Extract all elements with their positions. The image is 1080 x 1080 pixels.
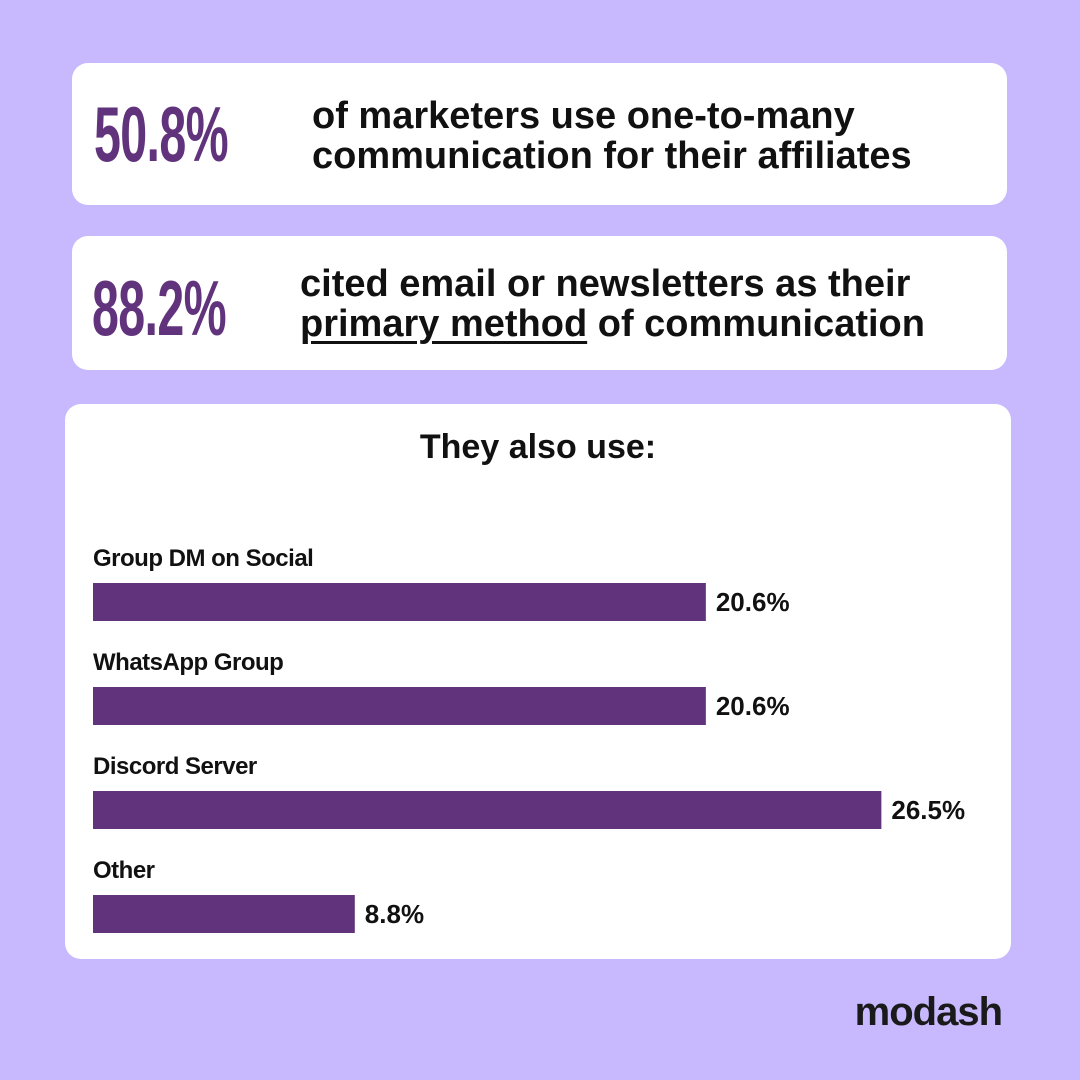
stat-description: of marketers use one-to-many communicati… bbox=[312, 96, 912, 176]
stat-line-2: primary method of communication bbox=[300, 304, 925, 344]
stat-card-marketers: 50.8% of marketers use one-to-many commu… bbox=[72, 63, 1007, 205]
bar bbox=[93, 583, 706, 621]
value-label: 26.5% bbox=[891, 795, 965, 825]
category-label: Other bbox=[93, 857, 155, 884]
category-label: WhatsApp Group bbox=[93, 649, 283, 676]
stat-line-1: cited email or newsletters as their bbox=[300, 263, 911, 305]
stat-number: 50.8% bbox=[94, 90, 229, 178]
bar bbox=[93, 791, 882, 829]
stat-description: cited email or newsletters as their prim… bbox=[300, 264, 925, 344]
category-label: Group DM on Social bbox=[93, 545, 313, 572]
value-label: 20.6% bbox=[716, 691, 790, 721]
value-label: 20.6% bbox=[716, 587, 790, 617]
brand-logo: modash bbox=[854, 990, 1003, 1034]
stat-line-2: communication for their affiliates bbox=[312, 135, 912, 177]
chart-card: They also use: Group DM on Social 20.6% Wh… bbox=[65, 404, 1011, 959]
value-label: 8.8% bbox=[365, 899, 424, 929]
chart-title: They also use: bbox=[419, 428, 657, 466]
bar bbox=[93, 687, 706, 725]
stat-line-2-rest: of communication bbox=[587, 303, 925, 345]
bar bbox=[93, 895, 355, 933]
stat-number: 88.2% bbox=[92, 264, 227, 352]
stat-emphasis: primary method bbox=[300, 303, 588, 345]
stat-card-email: 88.2% cited email or newsletters as thei… bbox=[72, 236, 1007, 370]
category-label: Discord Server bbox=[93, 753, 257, 780]
bar-chart: Group DM on Social 20.6% WhatsApp Group 20.… bbox=[93, 545, 965, 933]
stat-line-1: of marketers use one-to-many bbox=[312, 95, 855, 137]
